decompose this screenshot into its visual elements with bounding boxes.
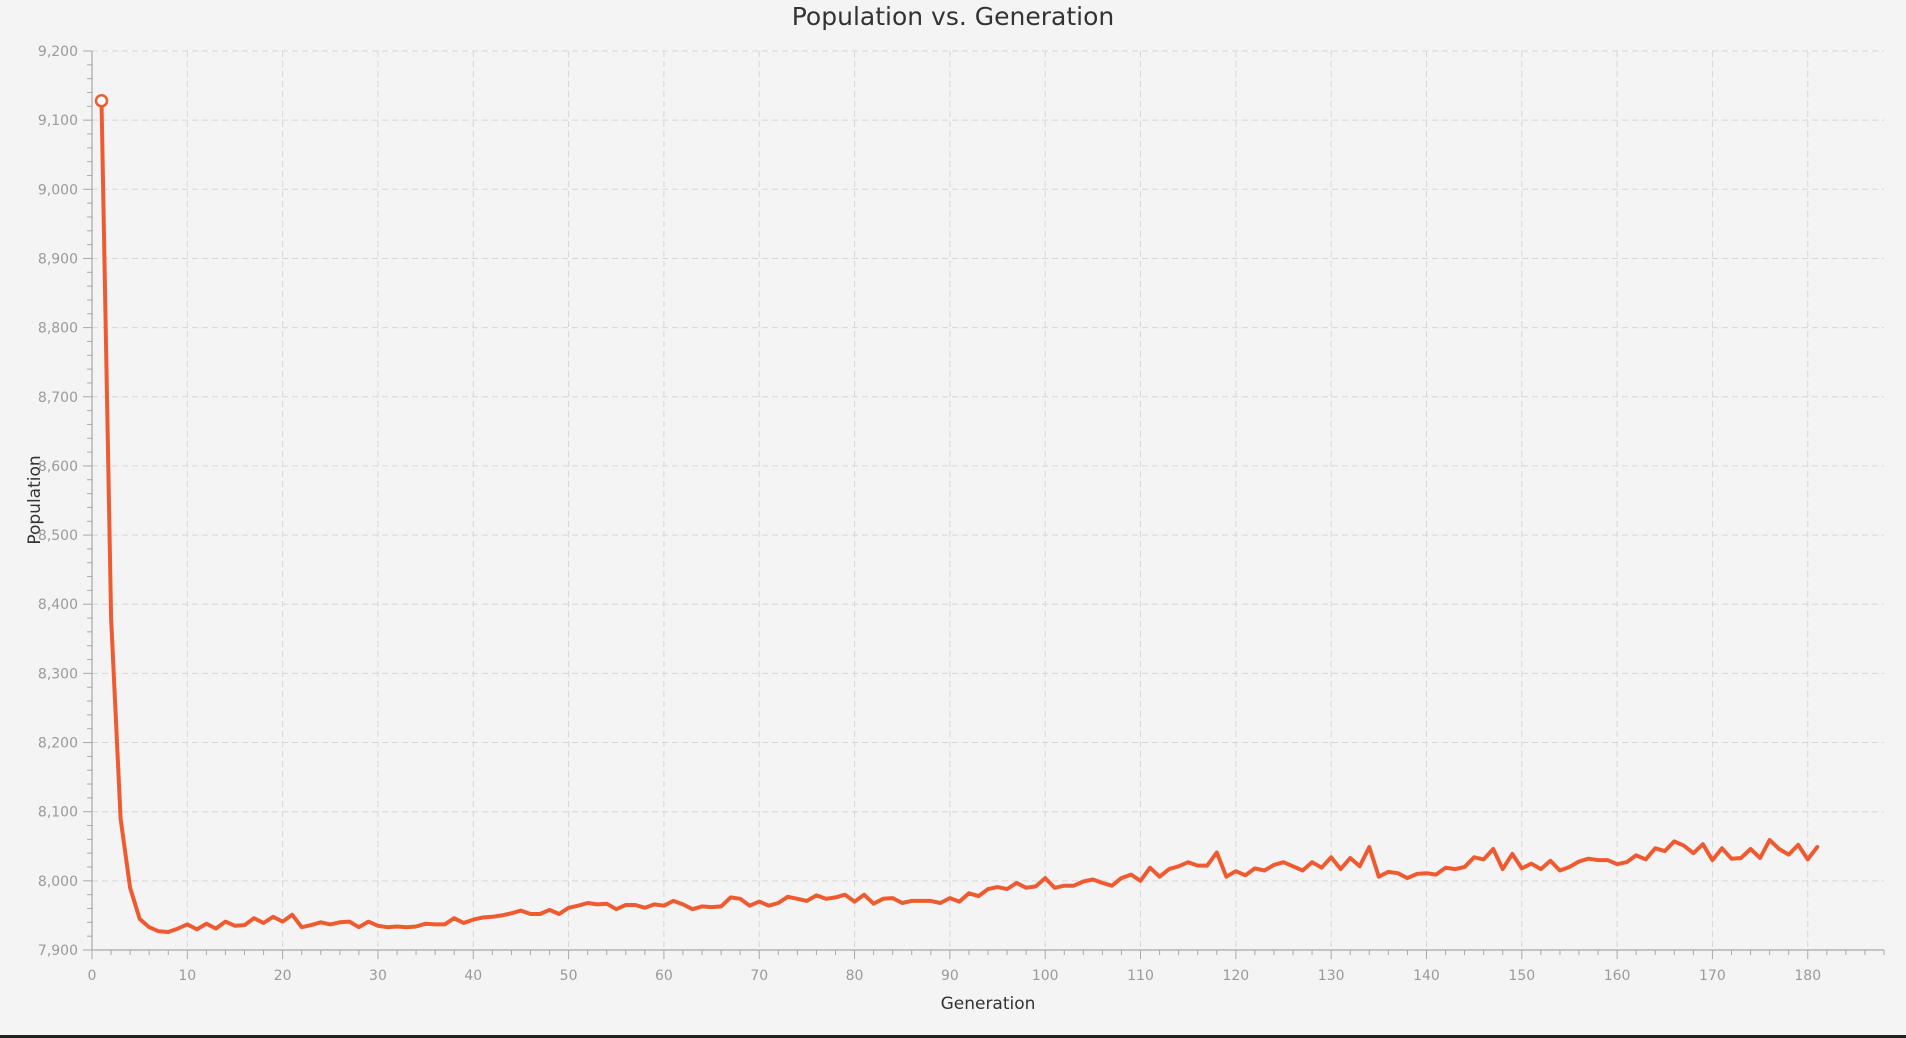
x-tick-label: 30 (369, 968, 387, 984)
y-tick-label: 8,800 (38, 321, 78, 337)
y-tick-label: 8,900 (38, 251, 78, 267)
y-tick-label: 8,000 (38, 874, 78, 890)
y-tick-label: 9,200 (38, 44, 78, 60)
x-tick-label: 180 (1794, 968, 1821, 984)
x-axis-label: Generation (940, 994, 1036, 1014)
x-tick-label: 70 (750, 968, 768, 984)
x-tick-label: 80 (846, 968, 864, 984)
chart-title: Population vs. Generation (791, 2, 1115, 31)
bottom-edge-bar (0, 1035, 1906, 1038)
series-line (99, 98, 1820, 934)
y-tick-label: 8,500 (38, 528, 78, 544)
x-tick-label: 0 (88, 968, 97, 984)
x-tick-label: 150 (1508, 968, 1535, 984)
x-tick-label: 20 (274, 968, 292, 984)
y-tick-label: 8,200 (38, 736, 78, 752)
x-tick-label: 10 (178, 968, 196, 984)
y-tick-label: 8,300 (38, 666, 78, 682)
y-tick-label: 7,900 (38, 943, 78, 959)
y-tick-label: 8,700 (38, 390, 78, 406)
x-tick-label: 170 (1699, 968, 1726, 984)
x-tick-label: 100 (1032, 968, 1059, 984)
x-tick-label: 110 (1127, 968, 1154, 984)
y-tick-label: 9,100 (38, 113, 78, 129)
x-tick-label: 140 (1413, 968, 1440, 984)
x-tick-label: 130 (1318, 968, 1345, 984)
x-tick-label: 60 (655, 968, 673, 984)
y-tick-label: 8,100 (38, 805, 78, 821)
x-tick-label: 120 (1222, 968, 1249, 984)
x-tick-label: 160 (1604, 968, 1631, 984)
y-tick-label: 8,400 (38, 597, 78, 613)
y-tick-label: 8,600 (38, 459, 78, 475)
x-tick-label: 50 (560, 968, 578, 984)
x-tick-label: 90 (941, 968, 959, 984)
x-tick-label: 40 (464, 968, 482, 984)
y-tick-label: 9,000 (38, 182, 78, 198)
series-start-marker (94, 94, 109, 108)
